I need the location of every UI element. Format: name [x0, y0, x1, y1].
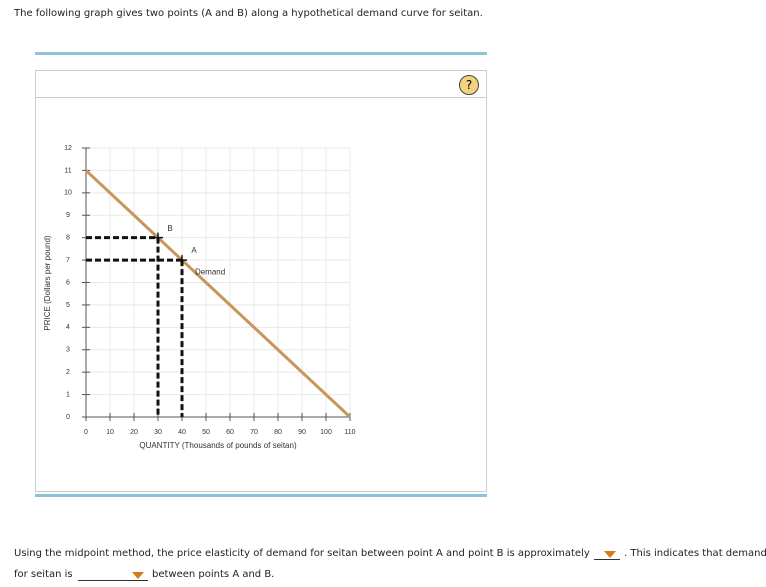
y-tick-label: 7: [66, 257, 70, 264]
y-axis-label: PRICE (Dollars per pound): [43, 235, 52, 330]
dropdown[interactable]: [78, 568, 148, 581]
x-tick-label: 100: [320, 429, 332, 436]
x-tick-label: 60: [226, 429, 234, 436]
question-text: between points A and B.: [152, 569, 275, 580]
x-axis-label: QUANTITY (Thousands of pounds of seitan): [139, 441, 297, 450]
question-text: Using the midpoint method, the price ela…: [14, 548, 590, 559]
x-tick-label: 80: [274, 429, 282, 436]
x-tick-label: 40: [178, 429, 186, 436]
x-tick-label: 0: [84, 429, 88, 436]
x-tick-label: 50: [202, 429, 210, 436]
intro-text: The following graph gives two points (A …: [14, 8, 483, 19]
x-tick-label: 70: [250, 429, 258, 436]
y-tick-label: 11: [64, 167, 71, 174]
y-tick-label: 12: [64, 145, 72, 152]
divider: [35, 494, 487, 497]
x-tick-label: 90: [298, 429, 306, 436]
y-tick-label: 3: [66, 347, 70, 354]
y-tick-label: 1: [66, 391, 70, 398]
point-label: B: [167, 224, 172, 233]
demand-line: [84, 169, 352, 419]
y-tick-label: 4: [66, 324, 70, 331]
x-tick-label: 30: [154, 429, 162, 436]
y-tick-label: 0: [66, 414, 70, 421]
question-text: . This indicates that demand: [624, 548, 766, 559]
y-tick-label: 2: [66, 369, 70, 376]
point-marker: [177, 255, 187, 266]
x-tick-label: 10: [106, 429, 114, 436]
y-tick-label: 5: [66, 302, 70, 309]
y-tick-label: 6: [66, 279, 70, 286]
y-tick-label: 9: [66, 212, 70, 219]
panel-separator: [36, 97, 486, 98]
dropdown[interactable]: [594, 547, 620, 560]
line-label: Demand: [195, 267, 225, 276]
question-text: for seitan is: [14, 569, 73, 580]
y-tick-label: 8: [66, 235, 70, 242]
graph-panel: [35, 70, 487, 492]
x-tick-label: 20: [130, 429, 138, 436]
point-marker: [153, 232, 163, 243]
help-button[interactable]: ?: [459, 75, 479, 95]
divider: [35, 52, 487, 55]
point-label: A: [191, 246, 197, 255]
y-tick-label: 10: [64, 190, 72, 197]
x-tick-label: 110: [344, 429, 355, 436]
